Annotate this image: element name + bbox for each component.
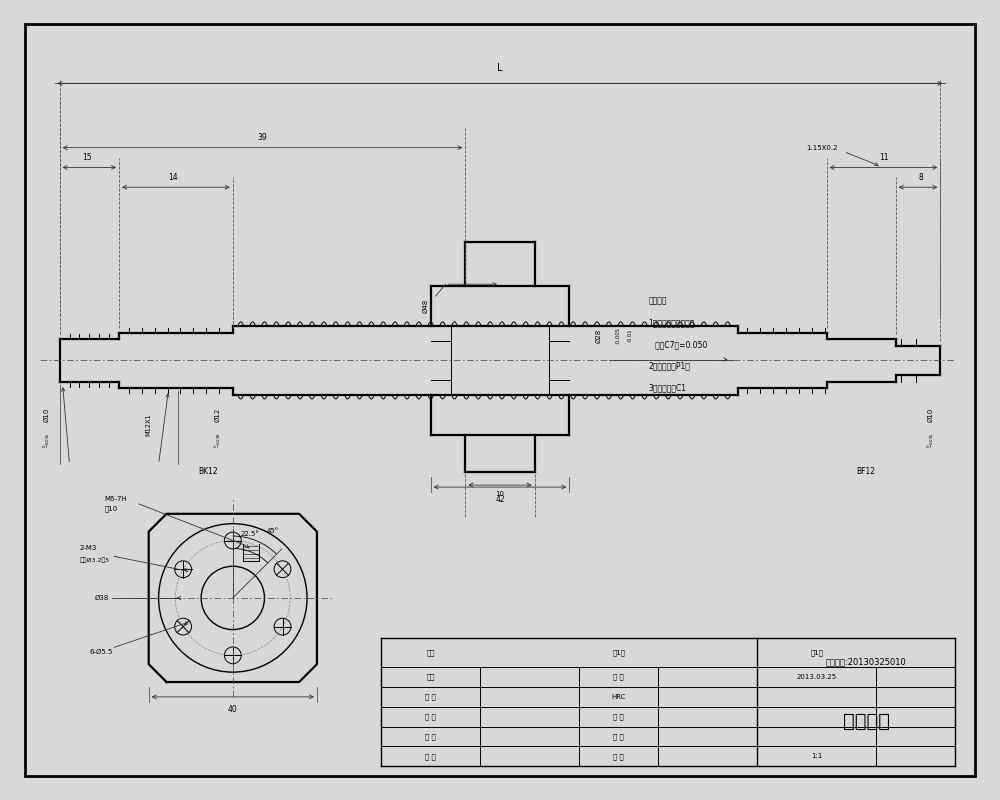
Text: 图纸编号:20130325010: 图纸编号:20130325010	[826, 658, 907, 666]
Text: 比 例: 比 例	[613, 753, 624, 759]
Text: 工厂: 工厂	[426, 674, 435, 680]
Text: 日 期: 日 期	[613, 674, 624, 680]
Text: 1.15X0.2: 1.15X0.2	[806, 145, 837, 150]
Text: BF12: BF12	[857, 466, 876, 476]
Text: 审 核: 审 核	[425, 714, 436, 720]
Text: 共1页: 共1页	[810, 649, 823, 656]
Text: 第1页: 第1页	[612, 649, 625, 656]
Text: 设 计: 设 计	[425, 753, 436, 759]
Text: Ø10: Ø10	[927, 408, 933, 422]
Text: 22.5°: 22.5°	[241, 530, 260, 537]
Text: 15: 15	[82, 153, 92, 162]
Text: 14: 14	[169, 173, 178, 182]
Text: -0.005: -0.005	[616, 327, 621, 344]
Text: 精度C7级=0.050: 精度C7级=0.050	[648, 340, 708, 349]
Text: Ø48: Ø48	[423, 299, 429, 313]
Text: Ø10: Ø10	[44, 408, 50, 422]
Text: 45°: 45°	[266, 528, 279, 534]
Text: Ø38: Ø38	[95, 595, 109, 601]
Text: 39: 39	[258, 134, 267, 142]
Text: 10: 10	[496, 491, 505, 497]
Text: L: L	[497, 63, 503, 74]
Text: 数 量: 数 量	[613, 714, 624, 720]
Text: 1:1: 1:1	[811, 754, 822, 759]
Text: $^{0}_{-0.018}$: $^{0}_{-0.018}$	[213, 431, 223, 448]
Text: 沉孔Ø3.2深5: 沉孔Ø3.2深5	[79, 558, 110, 563]
Text: 签名: 签名	[426, 649, 435, 656]
Text: 批 准: 批 准	[425, 694, 436, 700]
Text: $^{0}_{-0.015}$: $^{0}_{-0.015}$	[41, 432, 52, 447]
Text: 3、未注倒角C1: 3、未注倒角C1	[648, 384, 686, 393]
Text: 11: 11	[879, 153, 888, 162]
Text: 6-Ø5.5: 6-Ø5.5	[89, 650, 113, 655]
Text: 材 料: 材 料	[613, 733, 624, 740]
Text: 滚珠丝杆: 滚珠丝杆	[843, 712, 890, 731]
Text: 2、螺母配合P1级: 2、螺母配合P1级	[648, 362, 690, 371]
Text: Ø28: Ø28	[596, 329, 602, 343]
Text: 2013.03.25: 2013.03.25	[797, 674, 837, 680]
Text: 1、台湾进口滚珠丝杆: 1、台湾进口滚珠丝杆	[648, 318, 695, 327]
Text: HRC: HRC	[612, 694, 626, 700]
Text: 2-M3: 2-M3	[79, 546, 97, 551]
Text: 核 对: 核 对	[425, 733, 436, 740]
Text: 40: 40	[228, 706, 238, 714]
Text: 42: 42	[495, 495, 505, 505]
Text: $^{0}_{-0.015}$: $^{0}_{-0.015}$	[925, 432, 936, 447]
Text: M6-7H: M6-7H	[104, 496, 127, 502]
Text: Ø12: Ø12	[215, 408, 221, 422]
Text: BK12: BK12	[198, 466, 218, 476]
Text: 8: 8	[918, 173, 923, 182]
Text: 技术要求: 技术要求	[648, 297, 667, 306]
Text: M12X1: M12X1	[146, 414, 152, 436]
Text: -0.01: -0.01	[628, 329, 633, 342]
Text: 深10: 深10	[104, 506, 117, 512]
